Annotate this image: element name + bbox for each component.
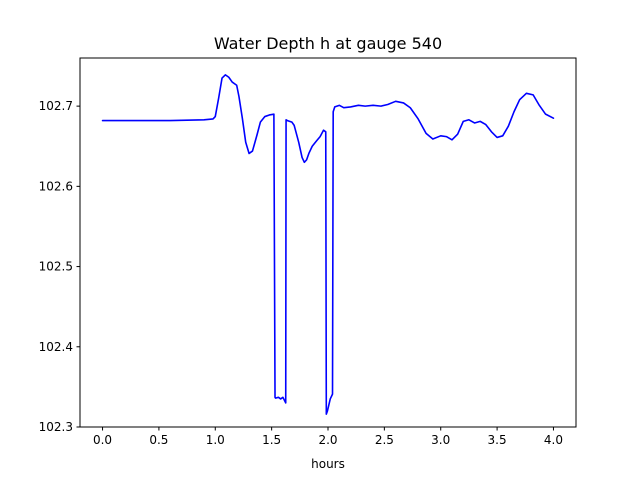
y-tick-label: 102.7: [39, 99, 73, 113]
y-tick-label: 102.3: [39, 420, 73, 434]
x-tick-label: 3.5: [488, 433, 507, 447]
x-tick-label: 2.0: [318, 433, 337, 447]
plot-area-frame: [79, 57, 577, 428]
y-tick-label: 102.5: [39, 260, 73, 274]
x-tick-label: 2.5: [375, 433, 394, 447]
y-tick-label: 102.4: [39, 340, 73, 354]
x-axis-label: hours: [311, 457, 345, 471]
y-tick-label: 102.6: [39, 179, 73, 193]
x-tick-label: 1.5: [262, 433, 281, 447]
series-layer: [101, 74, 555, 415]
x-tick-label: 0.0: [93, 433, 112, 447]
x-tick-label: 1.0: [206, 433, 225, 447]
x-tick-label: 0.5: [149, 433, 168, 447]
chart-title: Water Depth h at gauge 540: [214, 34, 442, 53]
series-line-0: [101, 74, 555, 415]
x-tick-label: 3.0: [431, 433, 450, 447]
x-tick-label: 4.0: [544, 433, 563, 447]
tick-layer: 0.0 0.5 1.0 1.5 2.0 2.5 3.0 3.5 4.0 102.3 102.4 102…: [39, 99, 563, 447]
